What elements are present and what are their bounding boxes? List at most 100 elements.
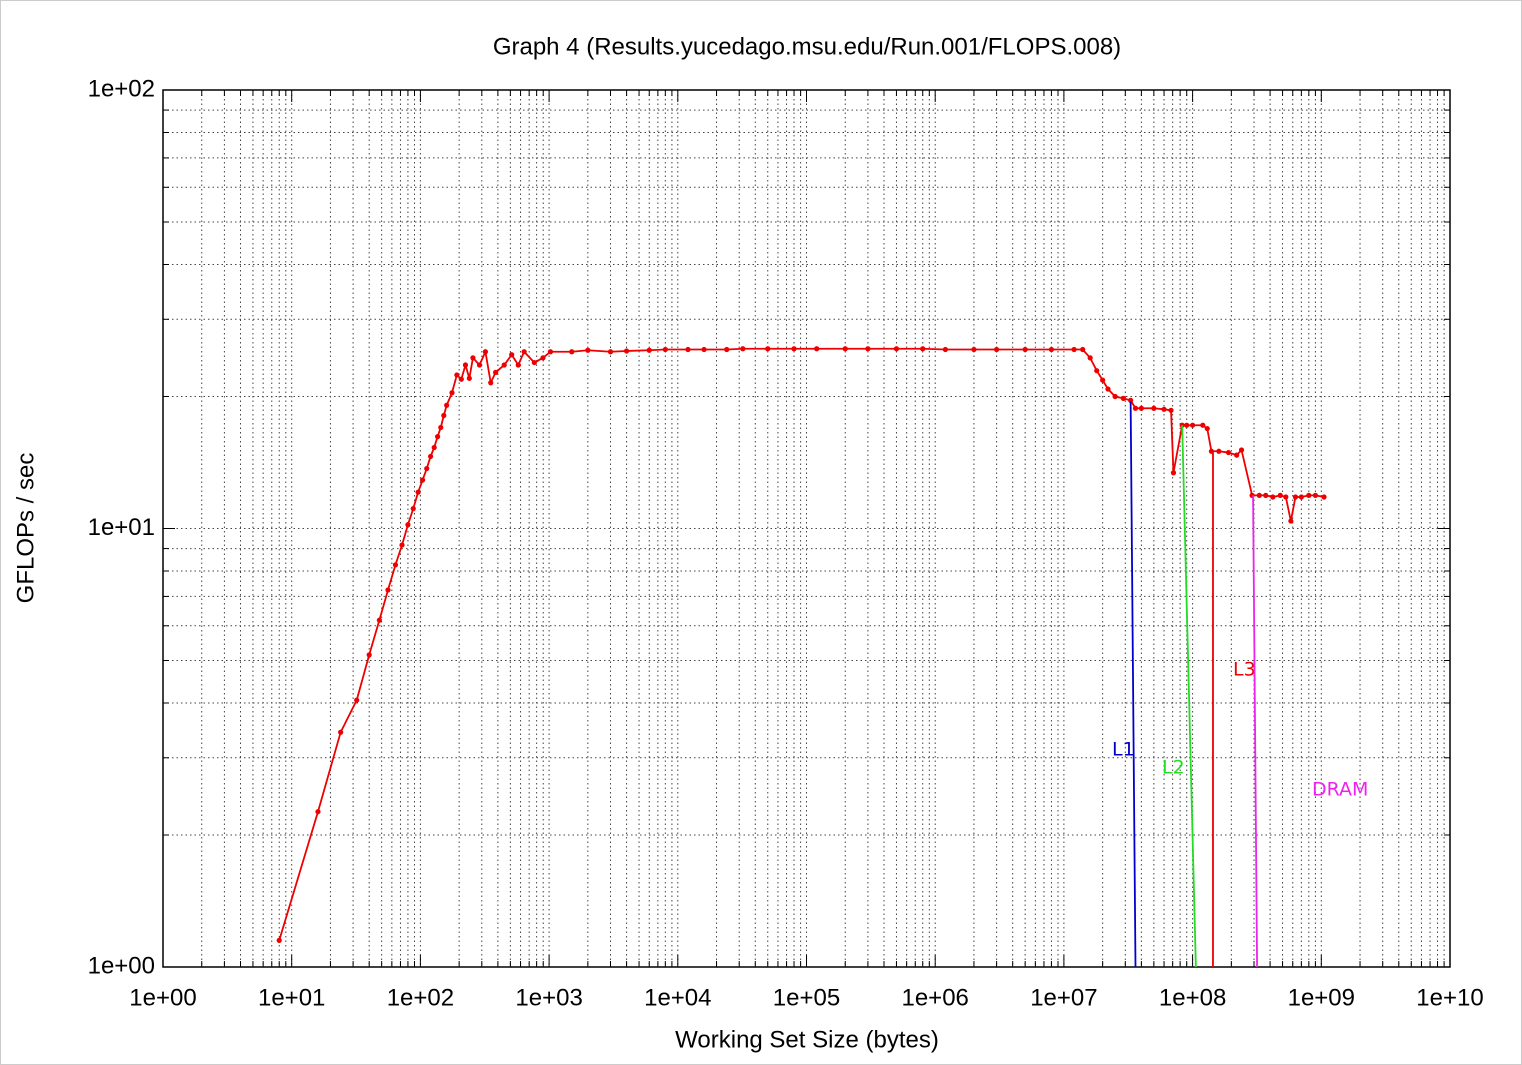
x-tick-label: 1e+09	[1288, 984, 1355, 1011]
data-point	[276, 937, 282, 943]
cache-label: L1	[1112, 739, 1135, 761]
data-point	[444, 402, 450, 408]
data-point	[1071, 346, 1077, 353]
data-point	[470, 355, 476, 361]
data-point	[1200, 422, 1206, 428]
data-point	[315, 809, 321, 815]
data-point	[1100, 377, 1106, 383]
data-point	[646, 347, 652, 353]
data-point	[1256, 492, 1262, 498]
x-tick-label: 1e+02	[387, 984, 454, 1011]
data-point	[1087, 355, 1093, 361]
x-tick-label: 1e+06	[901, 984, 968, 1011]
data-point	[623, 348, 630, 354]
x-tick-label: 1e+03	[515, 984, 582, 1011]
data-point	[1151, 405, 1157, 411]
data-point	[814, 346, 820, 352]
data-point	[476, 362, 483, 368]
data-point	[1080, 346, 1086, 353]
data-point	[701, 346, 707, 353]
data-point	[1120, 395, 1127, 402]
data-point	[994, 346, 1000, 353]
data-point	[405, 522, 411, 528]
x-tick-label: 1e+10	[1416, 984, 1483, 1011]
data-point	[399, 542, 405, 548]
data-point	[1298, 494, 1304, 500]
data-point	[569, 349, 575, 355]
data-point	[441, 412, 447, 419]
data-point	[531, 359, 537, 366]
data-point	[354, 697, 360, 703]
data-point	[791, 346, 797, 352]
data-point	[1190, 422, 1196, 428]
data-point	[462, 362, 469, 368]
data-point	[1312, 492, 1319, 498]
data-point	[865, 346, 871, 352]
data-point	[366, 652, 372, 658]
y-tick-label: 1e+02	[88, 75, 155, 102]
data-point	[424, 465, 430, 472]
x-axis-label: Working Set Size (bytes)	[675, 1026, 939, 1053]
data-point	[1094, 368, 1100, 374]
data-point	[1022, 346, 1028, 353]
data-point	[1168, 407, 1174, 413]
cache-label: DRAM	[1312, 779, 1368, 801]
data-point	[515, 362, 521, 368]
cache-line	[1129, 401, 1137, 968]
data-point	[1132, 405, 1139, 411]
data-point	[466, 375, 472, 381]
data-point	[488, 380, 494, 386]
data-point	[1184, 422, 1190, 428]
data-point	[607, 349, 614, 355]
y-tick-label: 1e+00	[88, 952, 155, 979]
data-point	[434, 434, 441, 440]
data-point	[1292, 494, 1299, 500]
cache-line	[1252, 495, 1258, 968]
data-point	[1048, 346, 1055, 353]
data-point	[438, 424, 444, 431]
data-point	[685, 346, 691, 353]
cache-label: L3	[1233, 659, 1256, 681]
data-point	[410, 506, 416, 512]
cache-line	[1181, 425, 1197, 968]
data-point	[415, 489, 421, 495]
data-point	[1105, 386, 1111, 392]
data-point	[1283, 494, 1289, 500]
data-point	[724, 346, 730, 353]
data-point	[493, 369, 499, 375]
plot-border	[162, 89, 1451, 968]
data-point	[1234, 452, 1240, 458]
data-point	[585, 347, 591, 353]
data-point	[740, 346, 746, 352]
data-point	[431, 444, 437, 451]
data-point	[1238, 447, 1245, 453]
x-tick-label: 1e+00	[129, 984, 196, 1011]
data-point	[1288, 518, 1294, 524]
data-point	[392, 562, 399, 568]
data-point	[540, 355, 546, 361]
data-point	[376, 617, 382, 623]
cache-label: L2	[1162, 757, 1185, 779]
data-point	[454, 372, 460, 378]
data-point	[509, 352, 515, 358]
data-point	[1138, 405, 1144, 411]
data-point	[427, 453, 434, 460]
data-point	[1128, 397, 1134, 403]
x-tick-label: 1e+07	[1030, 984, 1097, 1011]
data-point	[893, 346, 900, 352]
data-point	[385, 587, 391, 593]
y-axis-label: GFLOPs / sec	[12, 453, 39, 604]
data-point	[1277, 492, 1283, 498]
data-point	[1161, 406, 1167, 412]
data-point	[1263, 492, 1269, 498]
data-point	[1225, 449, 1232, 456]
data-point	[458, 376, 464, 382]
data-point	[1112, 393, 1118, 400]
data-point	[842, 346, 848, 352]
data-point	[449, 390, 455, 396]
x-tick-label: 1e+05	[773, 984, 840, 1011]
data-point	[338, 729, 344, 735]
data-point	[971, 346, 977, 353]
x-tick-label: 1e+04	[644, 984, 711, 1011]
data-point	[942, 346, 948, 353]
